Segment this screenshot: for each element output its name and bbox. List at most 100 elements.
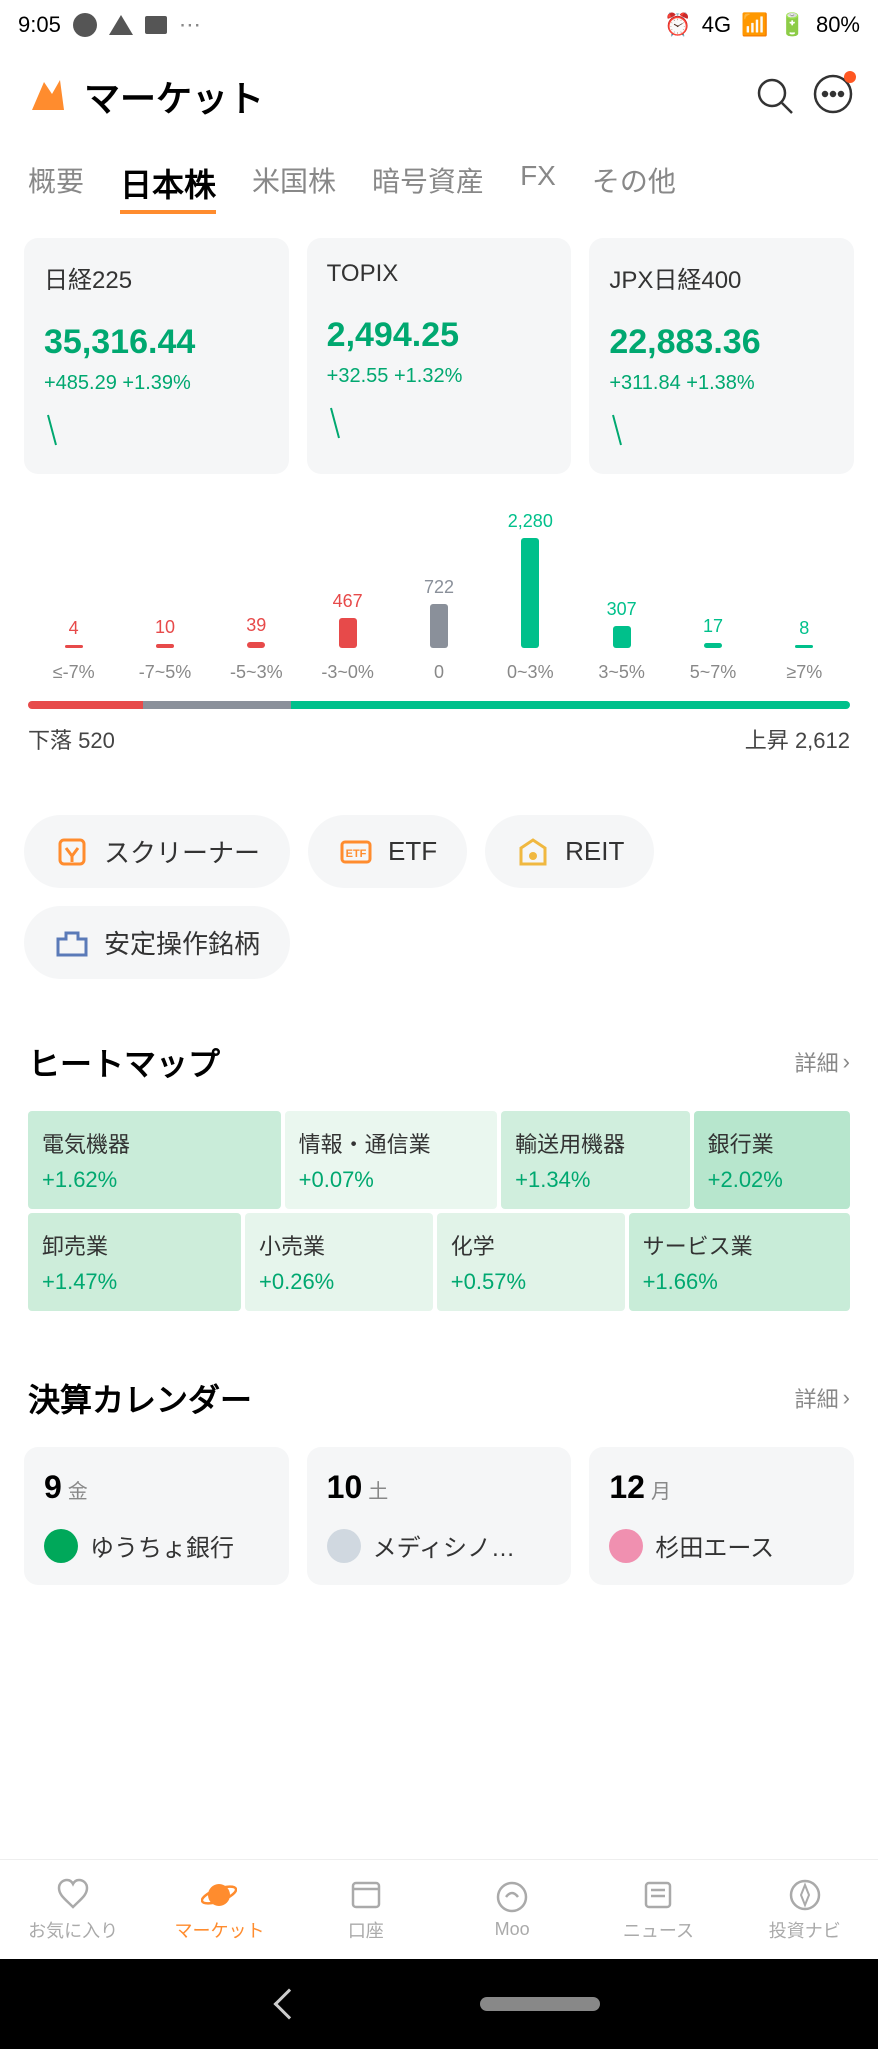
heatmap-cell[interactable]: 電気機器 +1.62%: [28, 1111, 281, 1209]
dist-column: 2,280: [485, 511, 576, 648]
heat-name: 卸売業: [42, 1229, 227, 1261]
shortcut-label: スクリーナー: [104, 833, 260, 870]
heatmap-section: ヒートマップ 詳細 › 電気機器 +1.62% 情報・通信業 +0.07% 輸送用機器+…: [0, 999, 878, 1335]
dist-bar: [521, 538, 539, 648]
etf-icon: ETF: [338, 834, 374, 870]
back-button[interactable]: [273, 1988, 304, 2019]
building-icon: [54, 925, 90, 961]
company-logo-icon: [609, 1529, 643, 1563]
heat-pct: +0.07%: [299, 1167, 484, 1193]
heatmap-cell[interactable]: 小売業+0.26%: [245, 1213, 433, 1311]
reit-icon: [515, 834, 551, 870]
chevron-right-icon: ›: [843, 1385, 850, 1411]
shortcut-etf[interactable]: ETFETF: [308, 815, 467, 888]
calendar-title: 決算カレンダー: [28, 1375, 252, 1421]
heat-name: 電気機器: [42, 1127, 267, 1159]
tab-item[interactable]: 概要: [28, 160, 84, 214]
cal-date: 10土: [327, 1469, 552, 1506]
bottom-nav: お気に入り マーケット 口座 Moo ニュース 投資ナビ: [0, 1859, 878, 1959]
nav-moo[interactable]: Moo: [439, 1860, 585, 1959]
calendar-more-button[interactable]: 詳細 ›: [795, 1382, 850, 1414]
dist-column: 10: [119, 617, 210, 648]
dist-bar: [795, 645, 813, 648]
dist-label: ≥7%: [786, 662, 822, 683]
system-nav: [0, 1959, 878, 2049]
wallet-icon: [348, 1877, 384, 1913]
battery-pct: 80%: [816, 12, 860, 38]
down-summary: 下落 520: [28, 723, 115, 755]
dist-bar: [339, 618, 357, 648]
nav-label: マーケット: [174, 1917, 264, 1943]
menu-button[interactable]: [812, 73, 854, 120]
nav-compass[interactable]: 投資ナビ: [732, 1860, 878, 1959]
tab-item[interactable]: 日本株: [120, 160, 216, 214]
dist-value: 10: [155, 617, 175, 638]
index-name: JPX日経400: [609, 260, 834, 295]
heatmap-cell[interactable]: 化学+0.57%: [437, 1213, 625, 1311]
page-title: マーケット: [84, 70, 738, 122]
home-button[interactable]: [480, 1997, 600, 2011]
cal-date: 12月: [609, 1469, 834, 1506]
nav-planet[interactable]: マーケット: [146, 1860, 292, 1959]
shortcut-screener[interactable]: スクリーナー: [24, 815, 290, 888]
heat-name: サービス業: [643, 1229, 836, 1261]
heatmap-cell[interactable]: サービス業 +1.66%: [629, 1213, 850, 1311]
more-icon: ⋯: [179, 12, 201, 38]
index-card[interactable]: JPX日経400 22,883.36 +311.84 +1.38%: [589, 238, 854, 474]
dist-value: 17: [703, 616, 723, 637]
heart-icon: [55, 1877, 91, 1913]
image-icon: [145, 16, 167, 34]
search-icon[interactable]: [754, 75, 796, 117]
signal-icon: 📶: [741, 12, 768, 38]
nav-heart[interactable]: お気に入り: [0, 1860, 146, 1959]
company-logo-icon: [44, 1529, 78, 1563]
dist-label: -7~5%: [139, 662, 192, 683]
heatmap-cell[interactable]: 輸送用機器+1.34%: [501, 1111, 689, 1209]
chevron-right-icon: ›: [843, 1049, 850, 1075]
music-icon: [73, 13, 97, 37]
up-summary: 上昇 2,612: [745, 723, 850, 755]
company-logo-icon: [327, 1529, 361, 1563]
calendar-card[interactable]: 10土 メディシノ…: [307, 1447, 572, 1585]
tab-item[interactable]: 暗号資産: [372, 160, 484, 214]
index-card[interactable]: 日経225 35,316.44 +485.29 +1.39%: [24, 238, 289, 474]
shortcut-building[interactable]: 安定操作銘柄: [24, 906, 290, 979]
heat-pct: +1.47%: [42, 1269, 227, 1295]
heatmap-cell[interactable]: 情報・通信業 +0.07%: [285, 1111, 498, 1209]
index-name: TOPIX: [327, 260, 552, 288]
calendar-card[interactable]: 9金 ゆうちょ銀行: [24, 1447, 289, 1585]
warning-icon: [109, 15, 133, 35]
heatmap-more-button[interactable]: 詳細 ›: [795, 1046, 850, 1078]
heat-pct: +0.57%: [451, 1269, 611, 1295]
dist-label: 5~7%: [690, 662, 737, 683]
nav-news[interactable]: ニュース: [585, 1860, 731, 1959]
dist-label: 0: [434, 662, 444, 683]
nav-label: 口座: [348, 1917, 384, 1943]
calendar-card[interactable]: 12月 杉田エース: [589, 1447, 854, 1585]
sparkline-icon: [327, 406, 345, 440]
heat-name: 情報・通信業: [299, 1127, 484, 1159]
heatmap-cell[interactable]: 卸売業 +1.47%: [28, 1213, 241, 1311]
shortcut-label: 安定操作銘柄: [104, 924, 260, 961]
heat-pct: +1.62%: [42, 1167, 267, 1193]
heatmap-title: ヒートマップ: [28, 1039, 220, 1085]
tab-item[interactable]: 米国株: [252, 160, 336, 214]
nav-label: ニュース: [623, 1917, 694, 1943]
index-card[interactable]: TOPIX 2,494.25 +32.55 +1.32%: [307, 238, 572, 474]
dist-label: -5~3%: [230, 662, 283, 683]
shortcut-reit[interactable]: REIT: [485, 815, 654, 888]
index-value: 2,494.25: [327, 316, 552, 355]
dist-value: 39: [246, 615, 266, 636]
tab-item[interactable]: その他: [592, 160, 676, 214]
tab-item[interactable]: FX: [520, 160, 556, 214]
sparkline-icon: [44, 413, 62, 447]
heat-pct: +1.66%: [643, 1269, 836, 1295]
dist-bar: [156, 644, 174, 648]
distribution-chart[interactable]: 4 10 39 467 722 2,280 307 17 8 ≤-7%-7~5%…: [0, 488, 878, 765]
nav-wallet[interactable]: 口座: [293, 1860, 439, 1959]
index-name: 日経225: [44, 260, 269, 295]
planet-icon: [201, 1877, 237, 1913]
nav-label: お気に入り: [28, 1917, 118, 1943]
heatmap-cell[interactable]: 銀行業+2.02%: [694, 1111, 850, 1209]
more-icon: [812, 73, 854, 115]
